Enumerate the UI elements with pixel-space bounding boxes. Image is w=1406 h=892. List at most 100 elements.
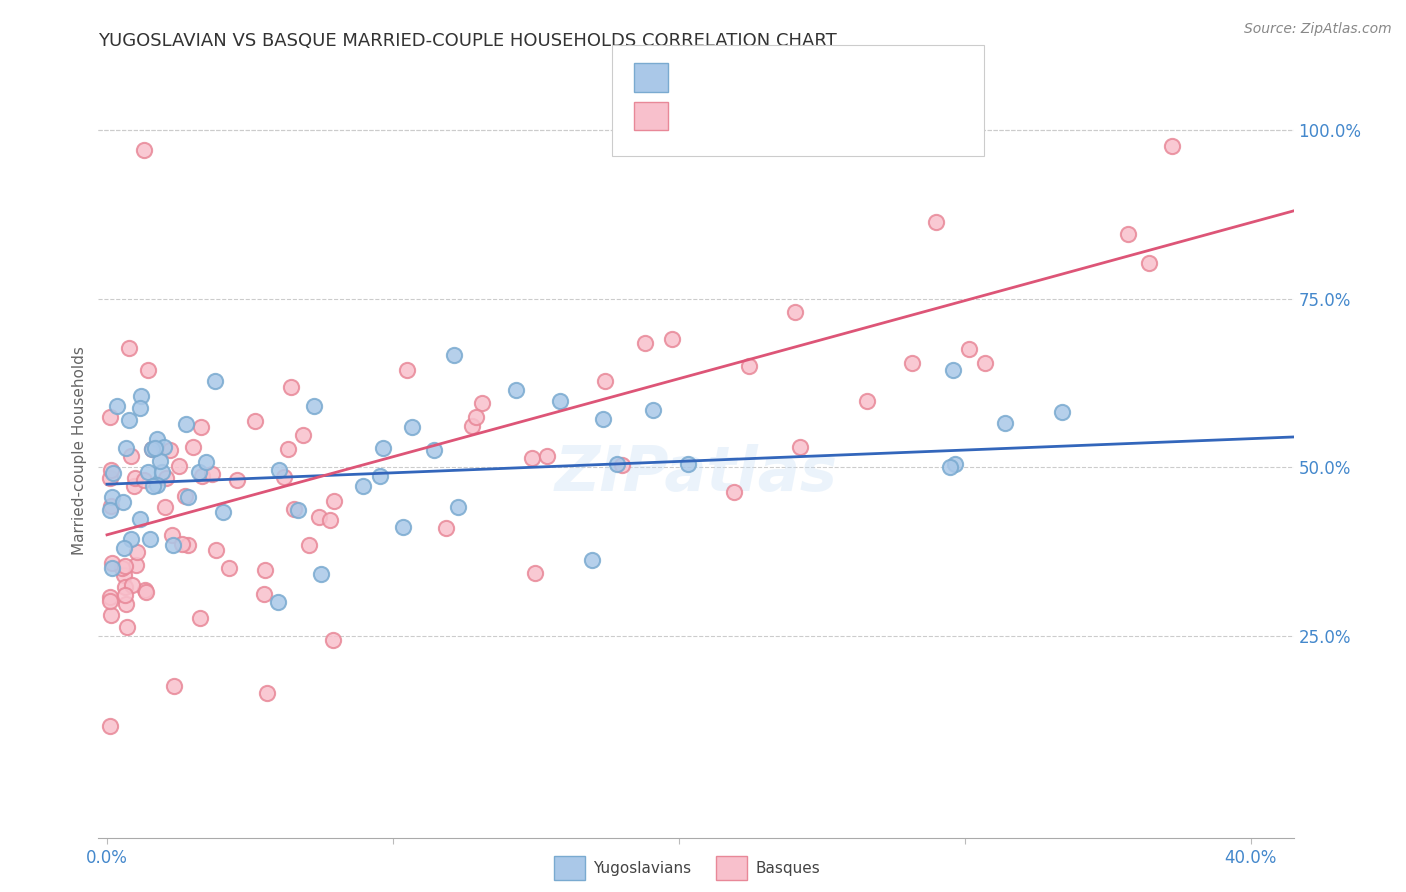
Point [738,359,761,374]
Point [423,443,446,458]
Point [98,471,121,485]
Point [98,594,121,608]
Point [226,473,249,487]
Point [162,538,184,552]
Point [98,719,121,733]
Point [120,450,142,464]
Point [401,420,423,434]
Point [522,450,544,465]
Point [461,419,484,434]
Point [395,363,418,377]
Point [114,588,136,602]
Text: YUGOSLAVIAN VS BASQUE MARRIED-COUPLE HOUSEHOLDS CORRELATION CHART: YUGOSLAVIAN VS BASQUE MARRIED-COUPLE HOU… [98,32,837,50]
Point [536,450,558,464]
Text: Source: ZipAtlas.com: Source: ZipAtlas.com [1244,22,1392,37]
Point [322,632,344,647]
Point [308,510,330,524]
Point [1161,139,1184,153]
Text: R =: R = [681,68,723,87]
Point [128,511,150,525]
Point [994,417,1017,431]
Point [311,566,333,581]
Point [595,374,617,388]
Point [205,542,228,557]
Point [101,561,124,575]
Point [101,556,124,570]
Point [789,440,811,454]
Point [446,500,468,515]
Point [155,500,177,515]
Point [855,394,877,409]
Point [114,441,136,455]
Point [267,463,290,477]
Point [125,545,148,559]
Point [174,417,197,431]
Point [253,563,276,577]
Point [942,362,965,376]
Point [212,505,235,519]
Point [957,342,980,356]
Text: R =: R = [681,106,723,126]
Point [136,362,159,376]
Point [105,399,128,413]
Point [190,420,212,434]
Point [118,342,141,356]
Point [145,477,167,491]
Y-axis label: Married-couple Households: Married-couple Households [72,346,87,555]
Point [283,502,305,516]
Point [190,469,212,483]
Point [322,493,344,508]
Point [785,305,807,319]
Point [129,401,152,416]
Point [256,686,278,700]
Point [100,499,122,513]
Point [243,414,266,428]
Point [291,428,314,442]
Point [524,566,547,580]
Point [610,458,633,473]
Point [352,479,374,493]
Point [155,471,177,485]
Text: Yugoslavians: Yugoslavians [593,862,692,876]
Text: ZIPatlas: ZIPatlas [554,443,838,504]
Point [183,440,205,454]
Point [112,541,135,556]
Point [548,394,571,409]
Point [1052,405,1074,419]
Point [150,465,173,479]
Point [661,332,683,346]
Point [136,465,159,479]
Point [253,587,276,601]
Point [112,494,135,508]
Point [465,409,488,424]
Point [204,374,226,388]
Point [723,485,745,500]
Text: N =: N = [776,106,832,126]
Point [153,440,176,454]
Point [122,479,145,493]
Text: N =: N = [776,68,832,87]
Point [143,441,166,455]
Point [187,465,209,479]
Point [141,442,163,457]
Point [1116,227,1139,241]
Point [581,553,603,567]
Point [98,503,121,517]
Point [101,466,124,480]
Point [938,459,960,474]
Point [124,470,146,484]
Point [974,356,997,370]
Point [319,512,342,526]
Point [100,463,122,477]
Point [117,620,139,634]
Point [924,215,946,229]
Point [134,583,156,598]
Point [145,432,167,446]
Point [368,469,391,483]
Point [392,519,415,533]
Point [371,441,394,455]
Point [177,490,200,504]
Text: 58: 58 [815,68,842,87]
Point [641,403,664,417]
Point [176,538,198,552]
